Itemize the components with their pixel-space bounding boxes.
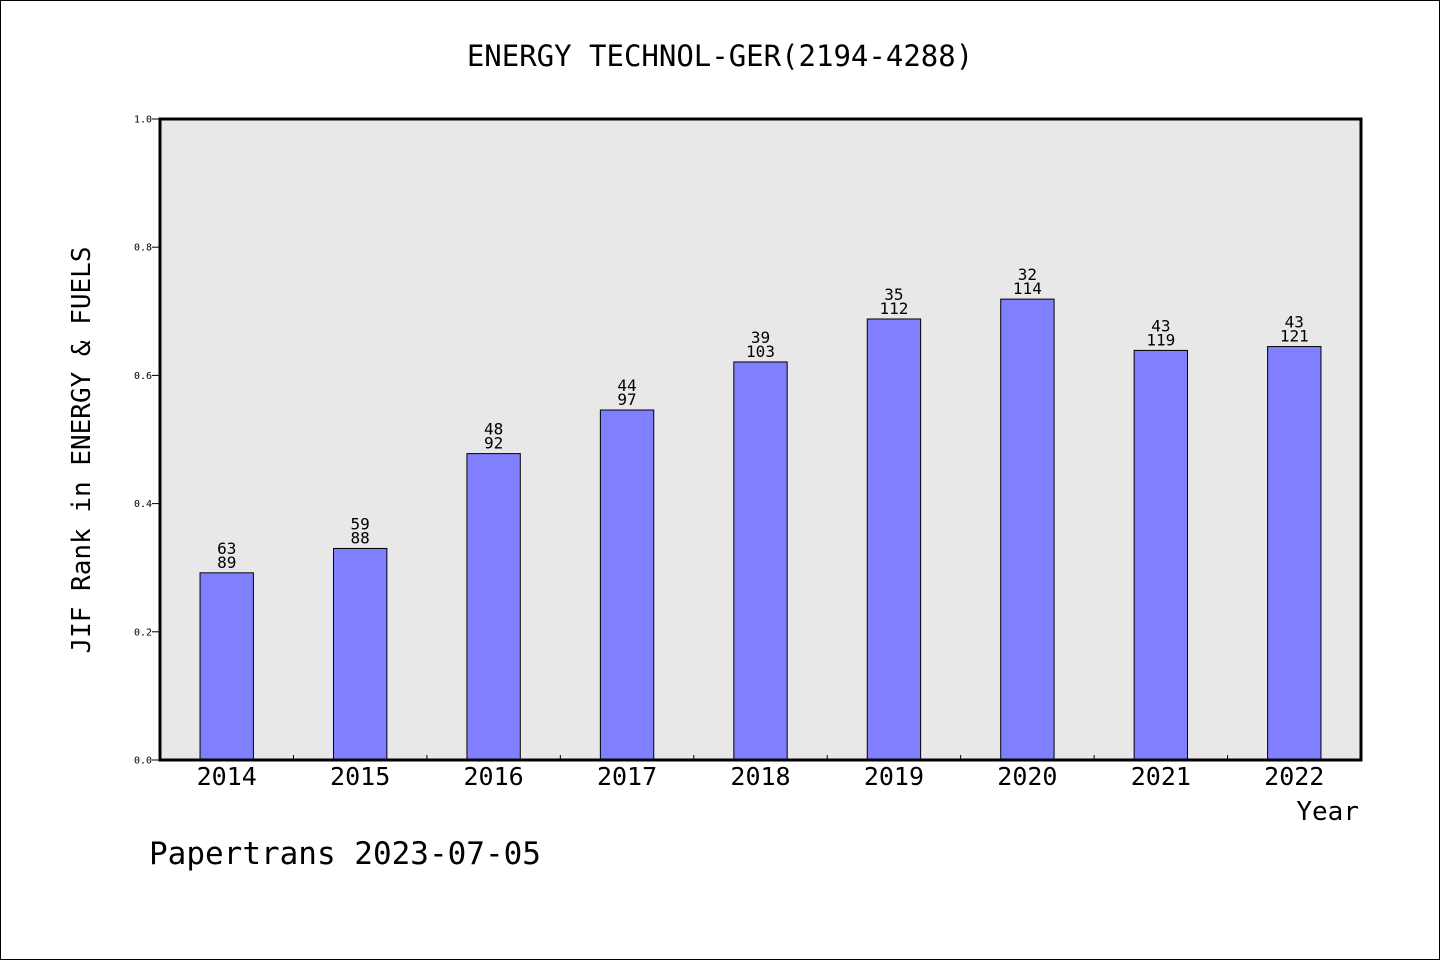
y-tick-label: 1.0 <box>134 115 152 126</box>
bar-rank-label: 43 <box>1285 313 1304 332</box>
bar-rank-label: 35 <box>884 285 903 304</box>
bar-total-label: 103 <box>746 342 775 361</box>
x-tick-label: 2021 <box>1131 762 1191 791</box>
bar-total-label: 112 <box>879 299 908 318</box>
x-tick-label: 2014 <box>197 762 257 791</box>
x-axis-ticks: 2014 2015 2016 2017 2018 2019 2020 2021 2022 <box>197 755 1324 791</box>
bar-2019 <box>866 318 922 761</box>
y-tick-label: 0.8 <box>134 243 152 254</box>
x-tick-label: 2019 <box>864 762 924 791</box>
y-tick-label: 0.4 <box>134 499 152 510</box>
y-tick-label: 0.2 <box>134 627 152 638</box>
bar-2022 <box>1267 346 1322 761</box>
bar-data-labels: 6389598848924497391033511232114431194312… <box>217 265 1309 572</box>
bar-total-label: 114 <box>1013 279 1042 298</box>
bar-total-label: 121 <box>1280 327 1309 346</box>
y-tick-label: 0.6 <box>134 371 152 382</box>
bar-rank-label: 44 <box>617 376 636 395</box>
x-tick-label: 2020 <box>997 762 1057 791</box>
bar-total-label: 92 <box>484 434 503 453</box>
bar-2021 <box>1133 349 1189 761</box>
bar-series <box>199 298 1322 761</box>
x-tick-label: 2015 <box>330 762 390 791</box>
bar-2018 <box>733 361 788 761</box>
bar-2020 <box>1000 298 1055 761</box>
bar-total-label: 88 <box>351 528 370 547</box>
bar-rank-label: 32 <box>1018 265 1037 284</box>
x-tick-label: 2017 <box>597 762 657 791</box>
x-axis-label: Year <box>1296 797 1359 827</box>
y-tick-label: 0.0 <box>134 756 152 767</box>
bar-rank-label: 48 <box>484 420 503 439</box>
bar-total-label: 89 <box>217 553 236 572</box>
bar-total-label: 119 <box>1146 330 1175 349</box>
bar-rank-label: 43 <box>1151 316 1170 335</box>
chart-title: ENERGY TECHNOL-GER(2194-4288) <box>467 39 973 73</box>
y-axis-ticks: 0.0 0.2 0.4 0.6 0.8 1.0 <box>134 115 160 767</box>
bar-rank-label: 39 <box>751 328 770 347</box>
bar-2016 <box>466 453 521 761</box>
x-tick-label: 2016 <box>464 762 524 791</box>
y-axis-label: JIF Rank in ENERGY & FUELS <box>67 247 97 654</box>
bar-total-label: 97 <box>617 390 636 409</box>
x-tick-label: 2018 <box>730 762 790 791</box>
plot-border <box>158 117 1363 762</box>
bar-2014 <box>199 572 254 761</box>
bar-2015 <box>332 547 388 761</box>
bar-rank-label: 63 <box>217 539 236 558</box>
bar-2017 <box>599 409 655 761</box>
bar-rank-label: 59 <box>351 514 370 533</box>
footer-credit: Papertrans 2023-07-05 <box>149 836 541 872</box>
x-tick-label: 2022 <box>1264 762 1324 791</box>
